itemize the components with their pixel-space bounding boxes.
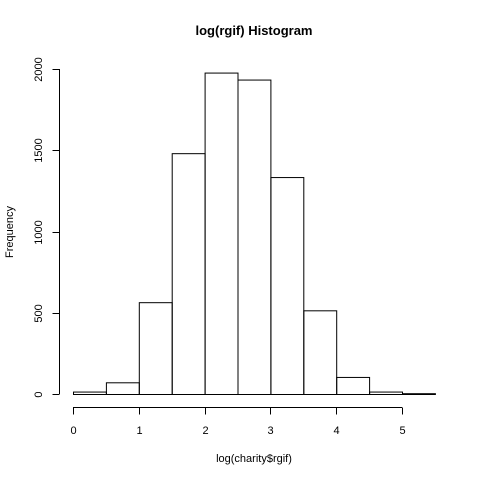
histogram-bar (204, 72, 239, 395)
histogram-bar (402, 393, 436, 395)
y-tick-label: 2000 (33, 57, 45, 81)
histogram-bar (336, 376, 371, 395)
x-tick-label: 0 (70, 425, 76, 437)
x-tick-label: 2 (202, 425, 208, 437)
histogram-bar (237, 79, 272, 395)
x-tick-label: 3 (267, 425, 273, 437)
histogram-bar (73, 391, 107, 395)
y-axis: 0 500 1000 1500 2000 (33, 57, 60, 398)
x-axis-label: log(charity$rgif) (216, 453, 292, 465)
histogram-bar (105, 382, 140, 395)
y-tick-label: 1000 (33, 220, 45, 244)
bars-group (73, 72, 436, 395)
x-tick-label: 5 (399, 425, 405, 437)
histogram-bar (171, 153, 206, 395)
histogram-bar (303, 310, 338, 395)
y-tick-label: 500 (33, 304, 45, 322)
histogram-bar (270, 177, 305, 395)
y-tick-label: 0 (33, 391, 45, 397)
y-axis-label: Frequency (4, 206, 16, 258)
y-tick-label: 1500 (33, 138, 45, 162)
histogram-bar (138, 302, 173, 395)
x-tick-label: 4 (333, 425, 339, 437)
chart-title: log(rgif) Histogram (196, 23, 313, 38)
histogram-bar (369, 391, 404, 395)
x-tick-label: 1 (136, 425, 142, 437)
x-axis: 0 1 2 3 4 5 (70, 407, 406, 437)
